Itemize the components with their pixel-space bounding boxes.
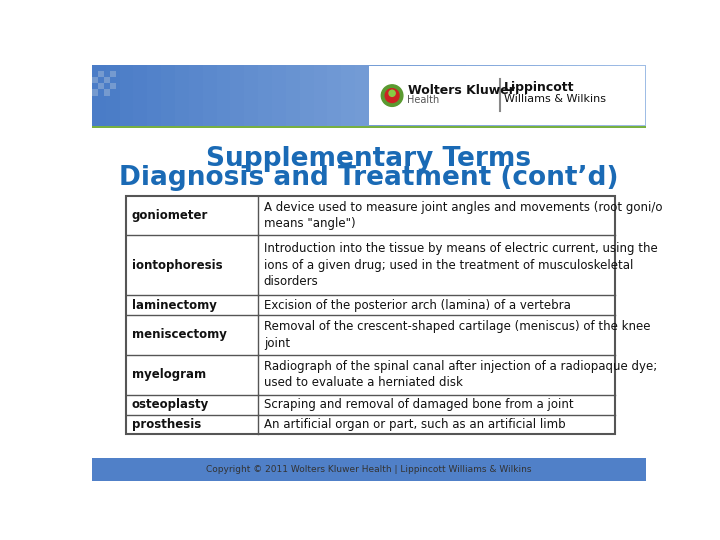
Circle shape bbox=[389, 90, 395, 96]
Bar bbox=[328, 65, 341, 126]
Bar bbox=[618, 65, 632, 126]
Bar bbox=[127, 195, 616, 434]
Bar bbox=[369, 65, 383, 126]
Bar bbox=[480, 65, 494, 126]
Bar bbox=[397, 65, 410, 126]
Bar bbox=[244, 65, 258, 126]
Bar bbox=[438, 65, 452, 126]
Bar bbox=[535, 65, 549, 126]
Bar bbox=[189, 65, 203, 126]
Text: Removal of the crescent-shaped cartilage (meniscus) of the knee
joint: Removal of the crescent-shaped cartilage… bbox=[264, 320, 650, 350]
Bar bbox=[494, 65, 508, 126]
Bar bbox=[590, 65, 605, 126]
Bar bbox=[92, 65, 647, 126]
Text: Excision of the posterior arch (lamina) of a vertebra: Excision of the posterior arch (lamina) … bbox=[264, 299, 571, 312]
Bar bbox=[92, 77, 98, 83]
Bar bbox=[272, 65, 286, 126]
Text: goniometer: goniometer bbox=[132, 209, 208, 222]
Bar bbox=[383, 65, 397, 126]
Bar bbox=[410, 65, 425, 126]
Bar bbox=[110, 71, 117, 77]
Bar bbox=[632, 65, 647, 126]
Bar bbox=[92, 457, 647, 481]
Bar bbox=[148, 65, 161, 126]
Bar bbox=[230, 65, 244, 126]
Bar bbox=[92, 128, 647, 457]
Text: Williams & Wilkins: Williams & Wilkins bbox=[504, 93, 606, 104]
Bar bbox=[104, 77, 110, 83]
Bar bbox=[549, 65, 563, 126]
Text: Supplementary Terms: Supplementary Terms bbox=[207, 146, 531, 172]
Bar bbox=[106, 65, 120, 126]
Bar bbox=[175, 65, 189, 126]
Bar bbox=[98, 71, 104, 77]
Bar bbox=[425, 65, 438, 126]
Text: Diagnosis and Treatment (cont’d): Diagnosis and Treatment (cont’d) bbox=[120, 165, 618, 191]
Text: iontophoresis: iontophoresis bbox=[132, 259, 222, 272]
Text: A device used to measure joint angles and movements (root goni/o
means "angle"): A device used to measure joint angles an… bbox=[264, 201, 662, 231]
Bar bbox=[203, 65, 217, 126]
Circle shape bbox=[385, 89, 399, 103]
Bar bbox=[605, 65, 618, 126]
Text: Health: Health bbox=[408, 95, 440, 105]
Bar bbox=[508, 65, 521, 126]
Bar bbox=[369, 66, 644, 125]
Bar bbox=[110, 83, 117, 90]
Text: Introduction into the tissue by means of electric current, using the
ions of a g: Introduction into the tissue by means of… bbox=[264, 242, 657, 288]
Bar bbox=[355, 65, 369, 126]
Bar bbox=[521, 65, 536, 126]
Bar bbox=[300, 65, 314, 126]
Text: An artificial organ or part, such as an artificial limb: An artificial organ or part, such as an … bbox=[264, 418, 565, 431]
Bar bbox=[92, 65, 106, 126]
Text: osteoplasty: osteoplasty bbox=[132, 398, 209, 411]
Bar bbox=[341, 65, 355, 126]
Bar bbox=[258, 65, 272, 126]
Bar bbox=[161, 65, 175, 126]
Bar bbox=[577, 65, 590, 126]
Bar bbox=[314, 65, 328, 126]
Text: Wolters Kluwer: Wolters Kluwer bbox=[408, 84, 514, 98]
Bar bbox=[217, 65, 230, 126]
Bar bbox=[452, 65, 466, 126]
Bar bbox=[104, 90, 110, 96]
Bar bbox=[286, 65, 300, 126]
Text: laminectomy: laminectomy bbox=[132, 299, 217, 312]
Bar bbox=[466, 65, 480, 126]
Text: meniscectomy: meniscectomy bbox=[132, 328, 227, 341]
Circle shape bbox=[382, 85, 403, 106]
Text: Radiograph of the spinal canal after injection of a radiopaque dye;
used to eval: Radiograph of the spinal canal after inj… bbox=[264, 360, 657, 389]
Text: myelogram: myelogram bbox=[132, 368, 206, 381]
Text: prosthesis: prosthesis bbox=[132, 418, 201, 431]
Text: Lippincott: Lippincott bbox=[504, 82, 575, 94]
Bar bbox=[92, 90, 98, 96]
Bar bbox=[133, 65, 148, 126]
Bar bbox=[98, 83, 104, 90]
Text: Copyright © 2011 Wolters Kluwer Health | Lippincott Williams & Wilkins: Copyright © 2011 Wolters Kluwer Health |… bbox=[206, 464, 532, 474]
Bar bbox=[120, 65, 133, 126]
Bar bbox=[563, 65, 577, 126]
Text: Scraping and removal of damaged bone from a joint: Scraping and removal of damaged bone fro… bbox=[264, 398, 574, 411]
Bar bbox=[92, 126, 647, 128]
